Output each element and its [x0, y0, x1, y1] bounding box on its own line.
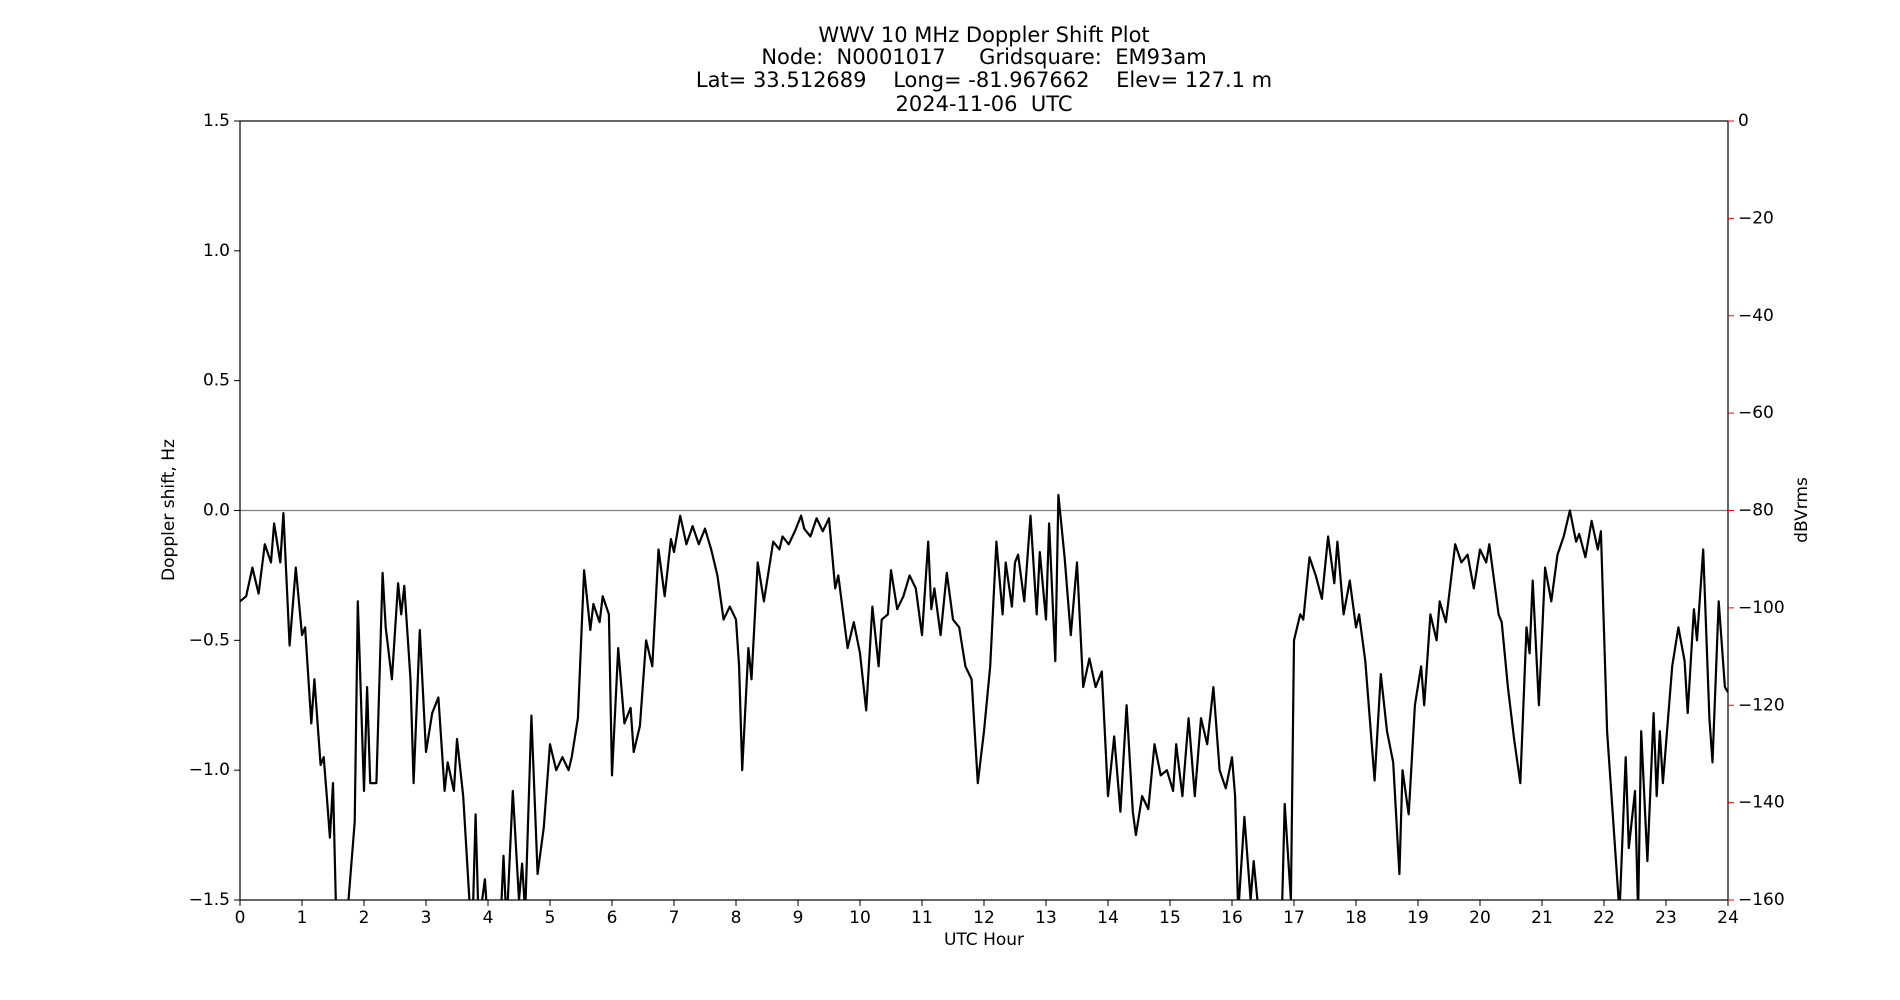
data-line [240, 493, 1728, 900]
x-tick-label: 21 [1531, 908, 1553, 928]
x-tick-label: 3 [421, 908, 432, 928]
y-tick-label: 0.0 [203, 501, 230, 521]
x-tick-label: 8 [731, 908, 742, 928]
x-tick-label: 22 [1593, 908, 1615, 928]
y2-tick-label: −80 [1738, 501, 1774, 521]
y-tick-label: 0.5 [203, 371, 230, 391]
x-tick-label: 17 [1283, 908, 1305, 928]
y2-tick-label: −100 [1738, 598, 1785, 618]
y2-axis-label: dBVrms [1792, 477, 1812, 543]
x-tick-label: 18 [1345, 908, 1367, 928]
x-tick-label: 14 [1097, 908, 1119, 928]
y2-tick-label: −60 [1738, 403, 1774, 423]
chart-title: WWV 10 MHz Doppler Shift Plot [818, 23, 1149, 47]
x-tick-label: 13 [1035, 908, 1057, 928]
y-tick-label: −1.0 [189, 760, 230, 780]
chart-subtitle: 2024-11-06 UTC [895, 92, 1072, 116]
x-tick-label: 1 [297, 908, 308, 928]
x-tick-label: 4 [483, 908, 494, 928]
x-axis-label: UTC Hour [944, 930, 1024, 950]
x-tick-label: 2 [359, 908, 370, 928]
chart-subtitle: Lat= 33.512689 Long= -81.967662 Elev= 12… [696, 68, 1272, 92]
y2-tick-label: −160 [1738, 890, 1785, 910]
y-tick-label: 1.0 [203, 241, 230, 261]
x-tick-label: 5 [545, 908, 556, 928]
y-tick-label: −1.5 [189, 890, 230, 910]
x-tick-label: 11 [911, 908, 933, 928]
x-tick-label: 7 [669, 908, 680, 928]
y-axis-label: Doppler shift, Hz [159, 439, 179, 581]
x-tick-label: 12 [973, 908, 995, 928]
x-tick-label: 19 [1407, 908, 1429, 928]
x-tick-label: 15 [1159, 908, 1181, 928]
x-tick-label: 10 [849, 908, 871, 928]
y2-tick-label: 0 [1738, 111, 1749, 131]
x-tick-label: 6 [607, 908, 618, 928]
x-tick-label: 0 [235, 908, 246, 928]
x-tick-label: 23 [1655, 908, 1677, 928]
x-tick-label: 9 [793, 908, 804, 928]
y2-tick-label: −120 [1738, 695, 1785, 715]
y-tick-label: −0.5 [189, 630, 230, 650]
chart-subtitle: Node: N0001017 Gridsquare: EM93am [761, 45, 1206, 69]
x-tick-label: 16 [1221, 908, 1243, 928]
y2-tick-label: −140 [1738, 793, 1785, 813]
y2-tick-label: −40 [1738, 306, 1774, 326]
x-tick-label: 20 [1469, 908, 1491, 928]
y-tick-label: 1.5 [203, 111, 230, 131]
x-tick-label: 24 [1717, 908, 1739, 928]
y2-tick-label: −20 [1738, 208, 1774, 228]
